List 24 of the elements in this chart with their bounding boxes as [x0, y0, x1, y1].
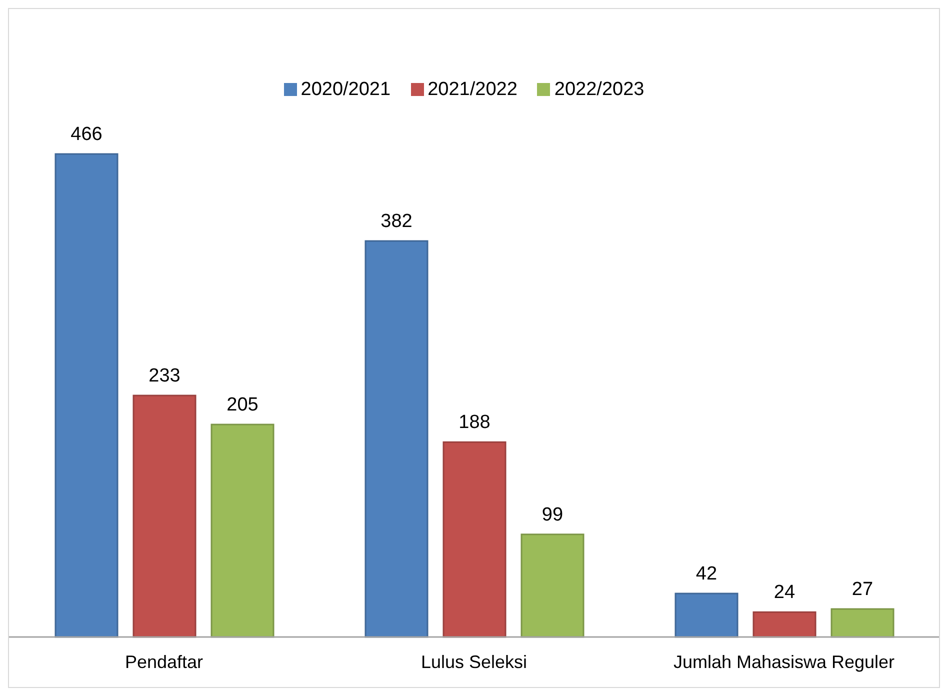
bar	[674, 592, 738, 638]
data-label: 233	[148, 365, 180, 386]
x-tick-label: Lulus Seleksi	[420, 652, 528, 672]
x-tick-label: Jumlah Mahasiswa Reguler	[673, 652, 895, 672]
data-label: 382	[380, 211, 412, 232]
legend-label: 2022/2023	[554, 79, 644, 100]
data-label: 466	[70, 124, 102, 145]
data-label: 42	[696, 563, 718, 584]
bar	[54, 153, 118, 638]
legend-label: 2021/2022	[428, 79, 518, 100]
bar	[442, 441, 506, 638]
data-label: 205	[226, 394, 258, 416]
legend-label: 2020/2021	[300, 79, 391, 100]
data-label: 99	[542, 504, 564, 526]
bar	[210, 424, 274, 638]
data-label: 188	[458, 412, 490, 434]
bar	[132, 394, 196, 638]
x-tick-label: Pendaftar	[124, 652, 204, 672]
data-label: 27	[852, 579, 874, 600]
bar	[752, 611, 816, 638]
bar	[520, 534, 584, 638]
data-label: 24	[774, 582, 796, 604]
bar	[364, 240, 428, 638]
bar	[830, 608, 894, 638]
